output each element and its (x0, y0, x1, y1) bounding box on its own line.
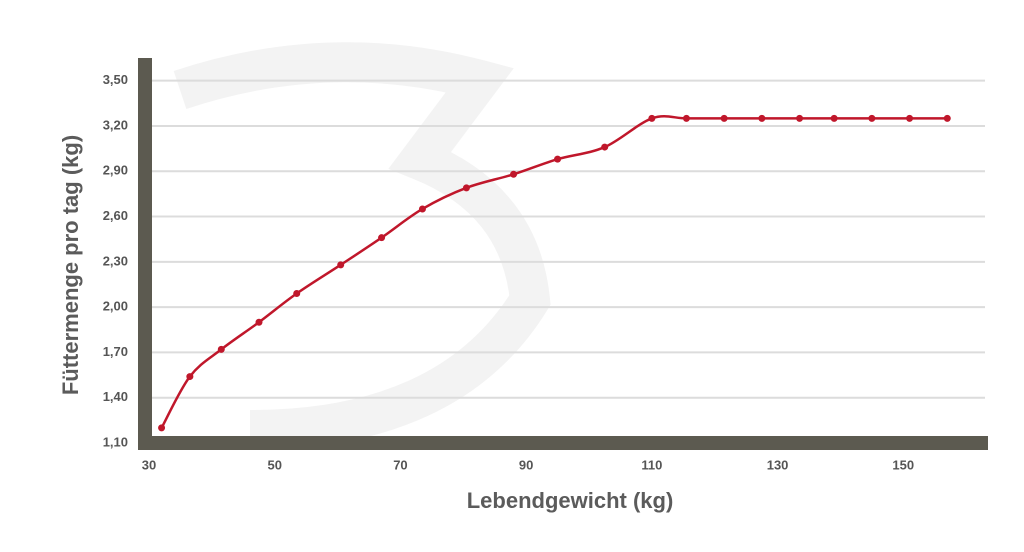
x-tick-label: 50 (267, 457, 281, 472)
y-tick-label: 1,10 (103, 434, 128, 449)
point (462, 184, 470, 192)
point (601, 143, 609, 151)
y-tick-label: 2,00 (103, 299, 128, 314)
y-tick-label: 1,70 (103, 344, 128, 359)
x-tick-label: 110 (641, 457, 662, 472)
point (293, 290, 301, 298)
y-tick-label: 1,40 (103, 389, 128, 404)
y-tick-label: 3,50 (103, 72, 128, 87)
point (830, 114, 838, 122)
point (158, 424, 166, 432)
point (943, 114, 951, 122)
y-axis (138, 58, 152, 450)
y-tick-label: 3,20 (103, 117, 128, 132)
watermark (173, 42, 551, 450)
grid (152, 79, 985, 444)
x-tick-label: 70 (393, 457, 407, 472)
point (648, 114, 656, 122)
x-axis (138, 436, 988, 450)
point (554, 155, 562, 163)
x-axis-title: Lebendgewicht (kg) (467, 488, 674, 513)
x-tick-label: 90 (519, 457, 533, 472)
point (418, 205, 426, 213)
point (758, 114, 766, 122)
point (682, 114, 690, 122)
y-tick-label: 2,90 (103, 163, 128, 178)
point (255, 318, 263, 326)
y-tick-label: 2,60 (103, 208, 128, 223)
x-tick-label: 130 (767, 457, 789, 472)
point (337, 261, 345, 269)
point (720, 114, 728, 122)
x-tick-label: 30 (142, 457, 156, 472)
point (510, 170, 518, 178)
point (868, 114, 876, 122)
point (217, 345, 225, 353)
point (378, 234, 386, 242)
x-tick-label: 150 (892, 457, 914, 472)
point (796, 114, 804, 122)
line (160, 115, 948, 429)
point (906, 114, 914, 122)
y-axis-title: Füttermenge pro tag (kg) (58, 135, 83, 395)
point (186, 373, 194, 381)
y-tick-label: 2,30 (103, 253, 128, 268)
